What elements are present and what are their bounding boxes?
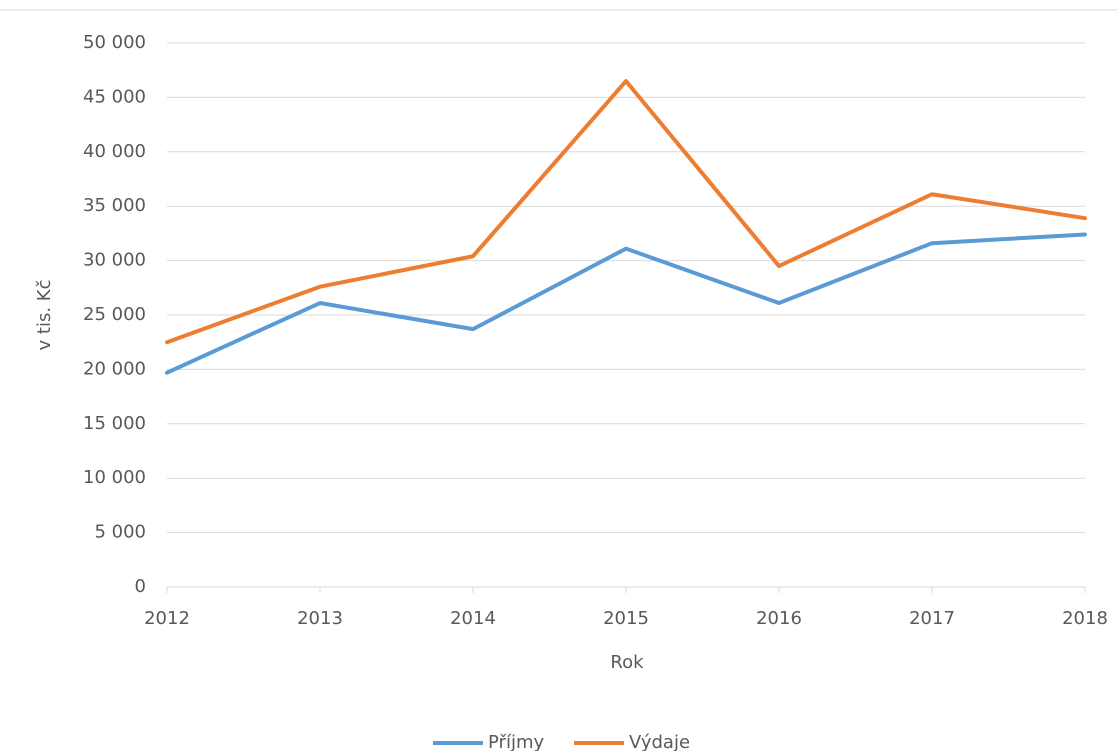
y-tick-label: 5 000 [94, 522, 146, 543]
y-tick-label: 30 000 [83, 250, 146, 271]
x-tick-label: 2014 [450, 608, 496, 629]
y-tick-label: 50 000 [83, 32, 146, 53]
y-tick-label: 45 000 [83, 86, 146, 107]
x-tick-label: 2016 [756, 608, 802, 629]
y-tick-label: 15 000 [83, 413, 146, 434]
x-tick-label: 2015 [603, 608, 649, 629]
legend-label: Příjmy [488, 732, 544, 751]
legend-label: Výdaje [629, 732, 690, 751]
x-tick-label: 2018 [1062, 608, 1108, 629]
y-tick-label: 35 000 [83, 195, 146, 216]
y-tick-label: 25 000 [83, 304, 146, 325]
series-line [165, 232, 1087, 375]
x-tick-label: 2013 [297, 608, 343, 629]
series-line [165, 79, 1087, 345]
y-tick-label: 0 [135, 576, 146, 597]
y-tick-label: 10 000 [83, 467, 146, 488]
y-tick-label: 20 000 [83, 358, 146, 379]
y-tick-label: 40 000 [83, 141, 146, 162]
x-tick-label: 2012 [144, 608, 190, 629]
x-tick-label: 2017 [909, 608, 955, 629]
y-axis-label: v tis. Kč [34, 280, 55, 351]
x-axis-label: Rok [610, 652, 644, 673]
